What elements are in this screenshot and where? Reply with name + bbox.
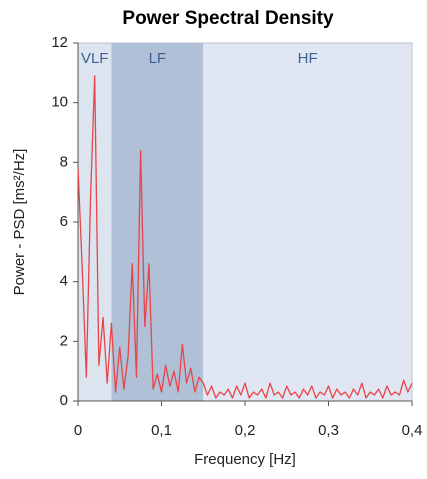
x-tick-label: 0,2 — [235, 422, 256, 439]
x-axis-label: Frequency [Hz] — [194, 451, 296, 468]
x-tick-label: 0,3 — [318, 422, 339, 439]
y-tick-label: 4 — [60, 273, 68, 290]
y-tick-label: 2 — [60, 332, 68, 349]
y-tick-label: 0 — [60, 392, 68, 409]
y-tick-label: 6 — [60, 213, 68, 230]
y-tick-label: 10 — [51, 94, 68, 111]
band-label: HF — [298, 50, 318, 67]
x-tick-label: 0,4 — [402, 422, 423, 439]
y-tick-label: 8 — [60, 153, 68, 170]
x-tick-label: 0 — [74, 422, 82, 439]
chart-title: Power Spectral Density — [122, 8, 334, 29]
band-label: LF — [149, 50, 167, 67]
band-label: VLF — [81, 50, 109, 67]
y-axis-label: Power - PSD [ms²/Hz] — [11, 149, 28, 296]
x-tick-label: 0,1 — [151, 422, 172, 439]
psd-line — [77, 75, 413, 399]
y-tick-label: 12 — [51, 34, 68, 51]
frequency-band — [111, 43, 204, 401]
frequency-band — [203, 43, 412, 401]
